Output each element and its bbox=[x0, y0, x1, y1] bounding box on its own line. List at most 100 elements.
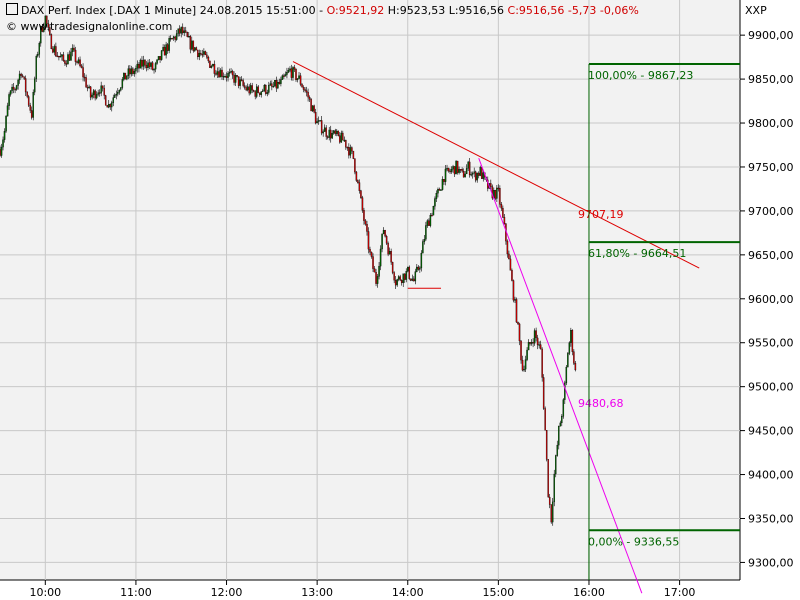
candle-down bbox=[456, 160, 459, 173]
time-tick-label: 12:00 bbox=[211, 586, 243, 599]
candle-up bbox=[227, 73, 229, 78]
candle-up bbox=[331, 133, 333, 139]
candle-down bbox=[192, 40, 195, 51]
candle-up bbox=[33, 78, 36, 93]
candle-up bbox=[476, 172, 478, 181]
candle-up bbox=[169, 38, 172, 40]
candle-down bbox=[46, 15, 48, 24]
candle-down bbox=[86, 87, 89, 89]
candle-up bbox=[562, 399, 565, 417]
candle-up bbox=[249, 85, 252, 94]
time-tick-label: 16:00 bbox=[573, 586, 605, 599]
candle-down bbox=[453, 166, 456, 175]
candle-up bbox=[317, 120, 320, 122]
candle-down bbox=[29, 105, 31, 111]
candle-down bbox=[278, 82, 281, 84]
candle-up bbox=[555, 455, 557, 475]
candle-down bbox=[521, 359, 524, 371]
candle-up bbox=[437, 189, 439, 194]
candle-down bbox=[178, 28, 181, 34]
candle-down bbox=[310, 99, 312, 112]
candle-up bbox=[281, 75, 284, 80]
bar-datetime: 24.08.2015 15:51:00 bbox=[199, 4, 316, 17]
candle-up bbox=[130, 68, 133, 75]
candle-down bbox=[237, 76, 240, 86]
candle-down bbox=[89, 86, 92, 98]
candle-down bbox=[302, 87, 305, 90]
candle-down bbox=[56, 55, 59, 58]
candle-down bbox=[79, 59, 81, 67]
candle-down bbox=[357, 180, 359, 183]
candle-up bbox=[115, 93, 118, 96]
candle-down bbox=[271, 83, 273, 87]
candle-up bbox=[3, 131, 6, 140]
candle-up bbox=[311, 105, 314, 112]
candle-down bbox=[503, 217, 506, 224]
candle-down bbox=[26, 91, 28, 97]
candle-down bbox=[529, 342, 531, 344]
candle-down bbox=[200, 52, 202, 55]
candle-up bbox=[61, 54, 63, 57]
candle-up bbox=[284, 74, 287, 77]
candle-down bbox=[547, 459, 549, 498]
candle-down bbox=[403, 273, 406, 280]
candle-up bbox=[336, 130, 338, 134]
time-tick-label: 10:00 bbox=[29, 586, 61, 599]
candle-up bbox=[0, 146, 3, 156]
candle-up bbox=[414, 271, 417, 282]
candle-up bbox=[561, 416, 563, 424]
candle-down bbox=[571, 330, 574, 352]
candle-down bbox=[515, 299, 518, 323]
candle-up bbox=[5, 116, 7, 132]
candle-up bbox=[527, 342, 530, 351]
candle-down bbox=[245, 87, 247, 91]
candle-down bbox=[387, 243, 389, 255]
candle-down bbox=[24, 78, 27, 93]
candle-down bbox=[290, 68, 293, 78]
candle-up bbox=[43, 27, 45, 32]
candle-up bbox=[289, 68, 291, 71]
candle-down bbox=[218, 71, 220, 78]
candle-up bbox=[388, 250, 391, 255]
candle-down bbox=[532, 342, 534, 344]
low-value: L:9516,56 bbox=[448, 4, 505, 17]
candle-down bbox=[375, 272, 377, 284]
candle-down bbox=[354, 158, 356, 173]
candle-down bbox=[12, 86, 15, 90]
candle-up bbox=[524, 359, 527, 370]
window-menu-icon[interactable] bbox=[6, 3, 18, 15]
candle-up bbox=[133, 70, 136, 74]
candle-down bbox=[206, 54, 208, 58]
candle-down bbox=[248, 86, 250, 94]
candle-down bbox=[301, 84, 303, 88]
candle-up bbox=[126, 75, 128, 80]
candle-up bbox=[467, 161, 469, 169]
candle-down bbox=[295, 69, 297, 81]
candle-down bbox=[85, 77, 87, 88]
candle-up bbox=[147, 62, 149, 69]
time-tick-label: 11:00 bbox=[120, 586, 152, 599]
candle-down bbox=[58, 55, 60, 58]
candle-up bbox=[120, 87, 122, 91]
price-tick-label: 9450,00 bbox=[748, 425, 794, 438]
candle-up bbox=[165, 44, 167, 56]
candle-up bbox=[88, 86, 90, 89]
candle-down bbox=[520, 340, 522, 361]
candle-down bbox=[159, 56, 161, 60]
candle-up bbox=[280, 79, 282, 84]
candle-down bbox=[50, 34, 53, 50]
candle-up bbox=[260, 91, 263, 95]
candle-down bbox=[14, 88, 16, 91]
candle-up bbox=[157, 56, 160, 60]
candle-up bbox=[277, 82, 279, 89]
candle-up bbox=[266, 92, 269, 94]
candle-down bbox=[76, 61, 78, 63]
symbol-box[interactable]: XXP bbox=[745, 4, 767, 17]
candle-down bbox=[502, 207, 504, 218]
chart-header: DAX Perf. Index [.DAX 1 Minute] 24.08.20… bbox=[6, 3, 639, 17]
candle-up bbox=[322, 131, 324, 134]
candle-down bbox=[257, 86, 259, 93]
candle-down bbox=[509, 258, 512, 271]
candle-down bbox=[462, 171, 465, 178]
